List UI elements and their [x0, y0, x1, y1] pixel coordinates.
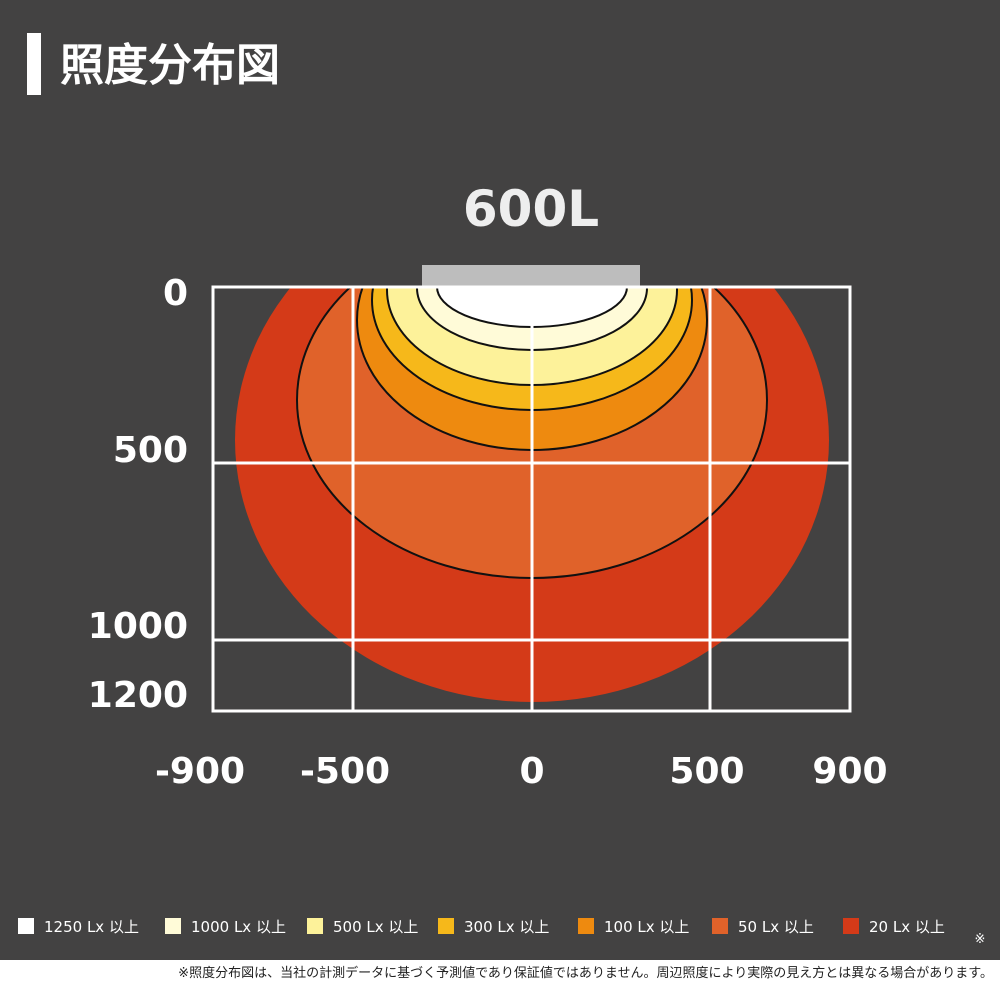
x-tick-label: 500	[669, 751, 744, 792]
legend-mark: ※	[975, 932, 986, 947]
legend-swatch	[578, 918, 594, 934]
y-tick-label: 1000	[88, 606, 188, 647]
title: 照度分布図	[60, 40, 280, 91]
x-tick-label: 0	[519, 751, 544, 792]
x-tick-label: -500	[300, 751, 390, 792]
y-tick-label: 1200	[88, 675, 188, 716]
x-tick-label: -900	[155, 751, 245, 792]
legend-label: 1000 Lx 以上	[191, 918, 286, 936]
x-tick-label: 900	[812, 751, 887, 792]
title-bar	[27, 33, 41, 95]
legend-label: 20 Lx 以上	[869, 918, 945, 936]
legend-label: 300 Lx 以上	[464, 918, 549, 936]
y-tick-label: 0	[163, 273, 188, 314]
legend-label: 50 Lx 以上	[738, 918, 814, 936]
footnote: ※照度分布図は、当社の計測データに基づく予測値であり保証値ではありません。周辺照…	[178, 965, 993, 981]
footer-bg	[0, 960, 1000, 1000]
lamp-label: 600L	[463, 180, 599, 238]
y-tick-label: 500	[113, 430, 188, 471]
grid	[211, 285, 852, 713]
legend-label: 1250 Lx 以上	[44, 918, 139, 936]
legend-swatch	[712, 918, 728, 934]
legend-swatch	[843, 918, 859, 934]
legend-label: 100 Lx 以上	[604, 918, 689, 936]
legend-swatch	[438, 918, 454, 934]
lamp	[422, 265, 640, 287]
legend-swatch	[18, 918, 34, 934]
legend-swatch	[307, 918, 323, 934]
legend-label: 500 Lx 以上	[333, 918, 418, 936]
legend-swatch	[165, 918, 181, 934]
